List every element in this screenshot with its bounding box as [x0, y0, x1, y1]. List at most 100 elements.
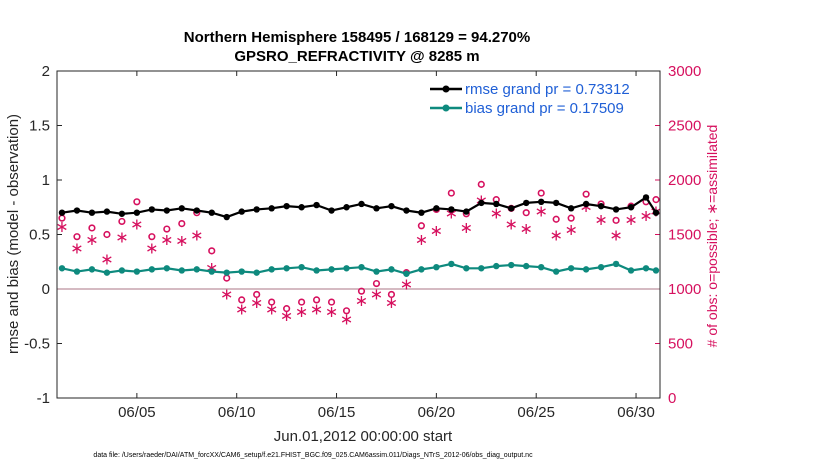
- x-axis-label: Jun.01,2012 00:00:00 start: [274, 428, 453, 445]
- rmse-point: [463, 208, 470, 215]
- obs-assimilated-point: ∗: [594, 210, 607, 229]
- rmse-point: [508, 205, 515, 212]
- y2-tick-label: 3000: [668, 63, 701, 80]
- obs-possible-point: [103, 230, 111, 239]
- obs-assimilated-point: ∗: [70, 239, 83, 258]
- y-tick-label: 0: [42, 281, 50, 298]
- rmse-point: [478, 199, 485, 207]
- bias-point: [537, 264, 545, 271]
- rmse-point: [523, 199, 530, 207]
- x-tick-label: 06/20: [418, 404, 456, 421]
- bias-point: [148, 266, 156, 273]
- obs-possible-point: [238, 296, 246, 304]
- obs-assimilated-point: ∗: [385, 293, 398, 312]
- legend-bias-marker: [442, 104, 450, 112]
- rmse-point: [313, 201, 320, 209]
- obs-possible-point: [342, 307, 351, 315]
- rmse-point: [403, 207, 410, 214]
- obs-possible-point: [537, 189, 545, 197]
- obs-assimilated-point: ∗: [130, 215, 143, 234]
- bias-point: [403, 270, 410, 277]
- rmse-point: [223, 213, 230, 221]
- obs-assimilated-point: ∗: [115, 228, 128, 247]
- y2-axis-label: # of obs: o=possible; ∗=assimilated: [704, 125, 720, 348]
- obs-assimilated-point: ∗: [549, 226, 562, 245]
- y-tick-label: 0.5: [29, 227, 50, 244]
- obs-possible-point: [73, 233, 81, 241]
- series-layer: ∗∗∗∗∗∗∗∗∗∗∗∗∗∗∗∗∗∗∗∗∗∗∗∗∗∗∗∗∗∗∗∗∗∗∗∗∗∗∗∗…: [55, 180, 663, 328]
- tick-label-layer: 06/05 06/10 06/15 06/20 06/25 06/30 -1 -0.5 0 0.5…: [24, 63, 701, 421]
- rmse-point: [328, 207, 335, 214]
- rmse-point: [208, 209, 215, 216]
- rmse-point: [103, 208, 111, 215]
- rmse-point: [652, 209, 660, 216]
- obs-assimilated-point: ∗: [355, 291, 368, 310]
- rmse-point: [537, 198, 545, 205]
- bias-point: [418, 266, 425, 273]
- bias-point: [582, 266, 590, 273]
- rmse-point: [163, 207, 171, 214]
- data-file-footnote: data file: /Users/raeder/DAI/ATM_forcXX/…: [93, 452, 533, 459]
- x-tick-label: 06/15: [318, 404, 356, 421]
- bias-point: [463, 265, 470, 272]
- y2-tick-label: 1000: [668, 281, 701, 298]
- obs-assimilated-point: ∗: [609, 226, 622, 245]
- bias-point: [552, 268, 560, 275]
- rmse-point: [373, 205, 380, 212]
- chart-subtitle: GPSRO_REFRACTIVITY @ 8285 m: [234, 48, 479, 65]
- bias-point: [133, 268, 141, 275]
- bias-point: [642, 265, 650, 272]
- rmse-point: [133, 209, 141, 216]
- obs-possible-point: [283, 305, 291, 313]
- obs-assimilated-point: ∗: [220, 284, 233, 303]
- x-tick-label: 06/30: [617, 404, 655, 421]
- bias-point: [193, 266, 200, 273]
- obs-possible-point: [88, 224, 96, 232]
- obs-possible-point: [208, 247, 216, 255]
- legend-rmse-marker: [442, 85, 450, 93]
- bias-point: [567, 265, 575, 272]
- bias-point: [612, 260, 620, 268]
- bias-point: [523, 262, 530, 270]
- obs-possible-point: [253, 290, 261, 299]
- rmse-point: [358, 200, 365, 208]
- plot-frame: [56, 70, 661, 399]
- bias-point: [298, 264, 305, 271]
- obs-possible-point: [178, 220, 186, 228]
- bias-point: [88, 266, 96, 273]
- bias-point: [358, 264, 365, 271]
- bias-point: [627, 267, 635, 274]
- bias-point: [493, 262, 500, 270]
- obs-possible-point: [612, 216, 620, 224]
- obs-possible-point: [417, 222, 425, 230]
- obs-assimilated-point: ∗: [265, 300, 278, 319]
- obs-assimilated-point: ∗: [55, 217, 68, 236]
- y-tick-label: 1: [42, 172, 50, 189]
- obs-assimilated-point: ∗: [370, 284, 383, 303]
- obs-possible-point: [522, 209, 530, 217]
- bias-point: [73, 268, 81, 275]
- bias-point: [163, 265, 171, 272]
- plot-area: [57, 71, 660, 398]
- bias-point: [448, 260, 455, 268]
- obs-possible-point: [357, 287, 366, 295]
- obs-assimilated-point: ∗: [534, 202, 547, 221]
- rmse-point: [388, 202, 395, 210]
- obs-assimilated-point: ∗: [235, 300, 248, 319]
- bias-point: [388, 266, 395, 273]
- rmse-point: [567, 205, 575, 212]
- obs-assimilated-point: ∗: [250, 293, 263, 312]
- bias-point: [253, 269, 260, 276]
- y-tick-label: 2: [42, 63, 50, 80]
- obs-possible-point: [477, 180, 485, 188]
- obs-assimilated-point: ∗: [310, 300, 323, 319]
- rmse-point: [493, 200, 500, 208]
- rmse-point: [627, 204, 635, 211]
- obs-assimilated-point: ∗: [415, 230, 428, 249]
- bias-point: [373, 268, 380, 275]
- bias-point: [268, 266, 275, 273]
- bias-point: [433, 264, 440, 271]
- rmse-point: [642, 194, 650, 201]
